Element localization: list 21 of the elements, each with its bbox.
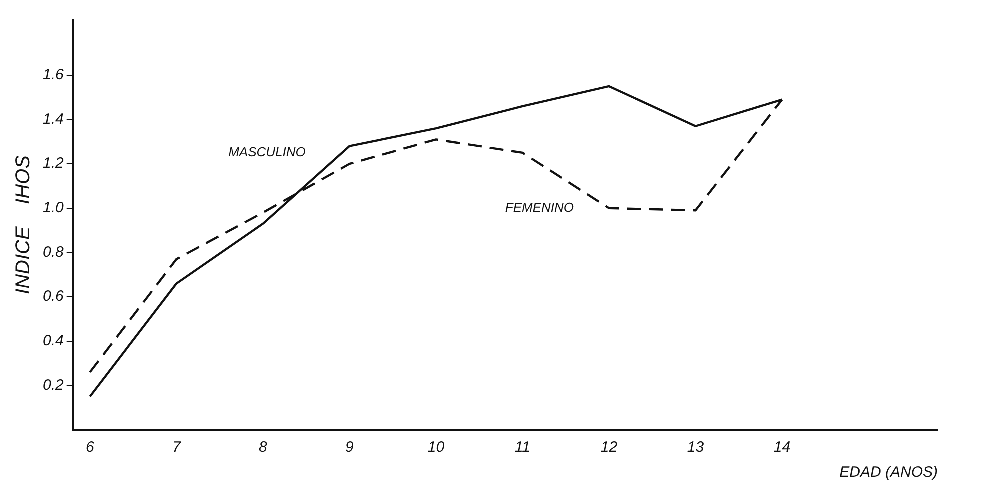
x-tick-label: 13 <box>687 439 705 456</box>
x-tick-label: 10 <box>428 439 446 456</box>
x-tick-label: 12 <box>600 439 618 456</box>
y-tick-label: 0.2 <box>42 376 64 394</box>
y-tick-label: 1.6 <box>42 66 64 84</box>
series-label: MASCULINO <box>228 144 306 160</box>
y-tick-label: 1.2 <box>42 155 64 172</box>
y-tick-label: 0.4 <box>42 332 64 350</box>
x-tick-label: 7 <box>172 439 182 456</box>
y-axis-title: INDICE IHOS <box>12 154 35 294</box>
y-tick-label: 1.4 <box>42 110 64 128</box>
y-tick-label: 1.0 <box>42 200 64 217</box>
y-tick-label: 0.8 <box>42 244 64 261</box>
x-axis-title: EDAD (ANOS) <box>840 464 938 482</box>
x-tick-label: 14 <box>774 439 791 456</box>
series-label: FEMENINO <box>505 200 574 216</box>
x-tick-label: 9 <box>346 439 355 456</box>
y-tick-label: 0.6 <box>42 288 64 306</box>
x-tick-label: 8 <box>259 439 268 456</box>
x-tick-label: 11 <box>514 439 531 456</box>
x-tick-label: 6 <box>86 439 95 456</box>
